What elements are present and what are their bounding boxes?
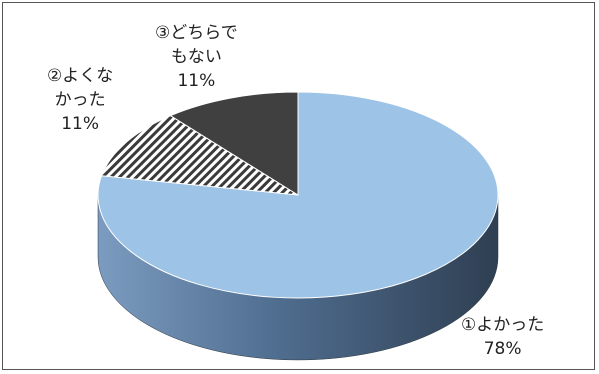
pie-top-face xyxy=(97,91,499,299)
slice-label-bad-name-line1: ②よくな xyxy=(47,66,114,86)
slice-label-neutral: ③どちらで もない 11% xyxy=(155,21,238,93)
slice-label-neutral-name-line2: もない xyxy=(170,47,222,67)
slice-label-good: ①よかった 78% xyxy=(461,313,544,361)
slice-label-good-name: ①よかった xyxy=(461,315,545,335)
pie-slice-2 xyxy=(169,91,299,196)
slice-label-good-value: 78% xyxy=(483,339,522,359)
slice-label-neutral-name-line1: ③どちらで xyxy=(155,23,238,43)
pie-slice-1 xyxy=(100,115,299,196)
slice-label-bad-value: 11% xyxy=(61,114,100,134)
slice-label-neutral-value: 11% xyxy=(177,71,216,91)
slice-label-bad-name-line2: かった xyxy=(54,90,106,110)
slice-label-bad: ②よくな かった 11% xyxy=(47,64,113,136)
pie-chart xyxy=(97,91,499,361)
chart-frame: ①よかった 78% ②よくな かった 11% ③どちらで もない 11% xyxy=(2,2,595,370)
